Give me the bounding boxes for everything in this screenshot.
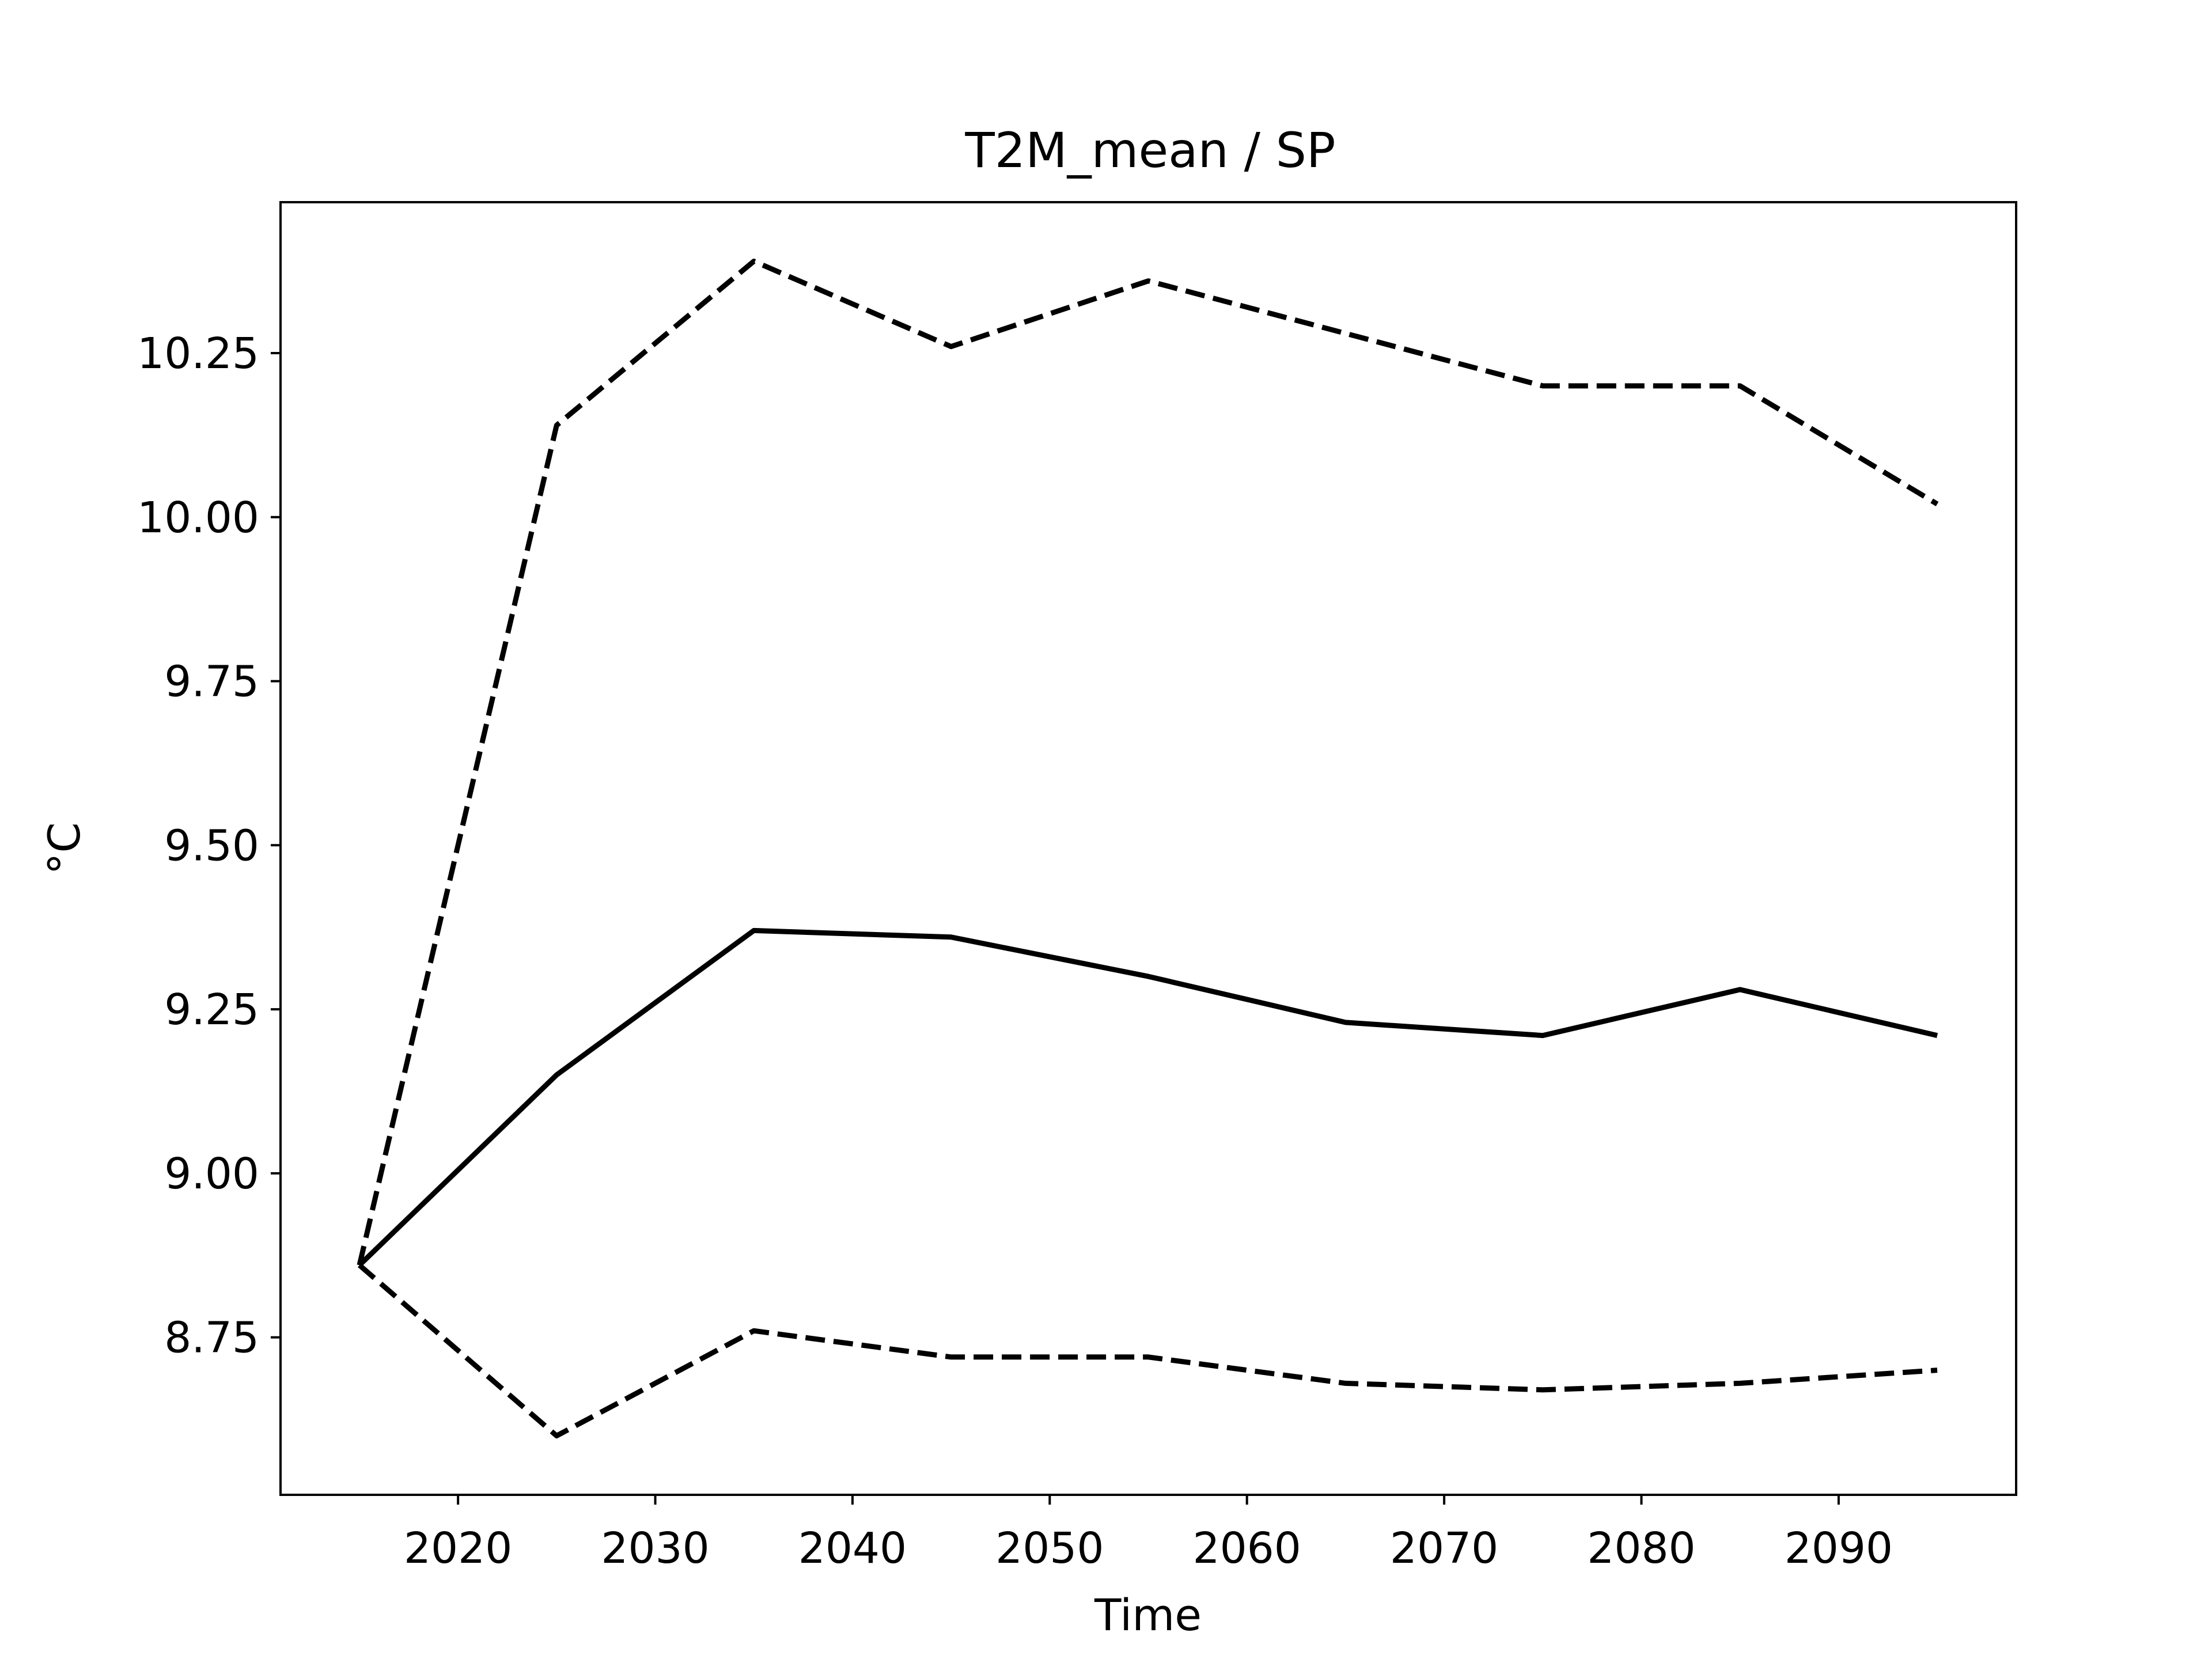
plot-area-frame [279, 201, 2017, 1496]
chart-title: T2M_mean / SP [964, 122, 1335, 179]
x-tick-label: 2030 [601, 1524, 709, 1573]
y-tick-label: 10.00 [137, 493, 259, 543]
solid-series-line-0 [357, 927, 1938, 1267]
dashed-series-line-1 [357, 259, 1939, 1266]
x-tick-label: 2060 [1193, 1524, 1301, 1573]
x-tick-label: 2080 [1587, 1524, 1695, 1573]
x-tick-label: 2070 [1390, 1524, 1498, 1573]
x-tick-label: 2050 [995, 1524, 1104, 1573]
y-tick-label: 8.75 [164, 1313, 259, 1363]
y-tick-label: 10.25 [137, 329, 259, 378]
dashed-series-line-2 [358, 1263, 1938, 1438]
x-axis-label: Time [1094, 1589, 1202, 1641]
x-tick-label: 2040 [798, 1524, 907, 1573]
x-axis: 2020 2030 2040 2050 2060 2070 2080 2090 [404, 1495, 1893, 1573]
series-layer [357, 259, 1939, 1438]
y-tick-label: 9.50 [164, 821, 259, 870]
y-axis: 8.75 9.00 9.25 9.50 9.75 10.00 10.25 [137, 329, 281, 1363]
x-tick-label: 2090 [1785, 1524, 1893, 1573]
y-axis-label: °C [39, 822, 90, 874]
y-tick-label: 9.75 [164, 657, 259, 707]
y-tick-label: 9.25 [164, 985, 259, 1035]
y-tick-label: 9.00 [164, 1149, 259, 1199]
x-tick-label: 2020 [404, 1524, 512, 1573]
